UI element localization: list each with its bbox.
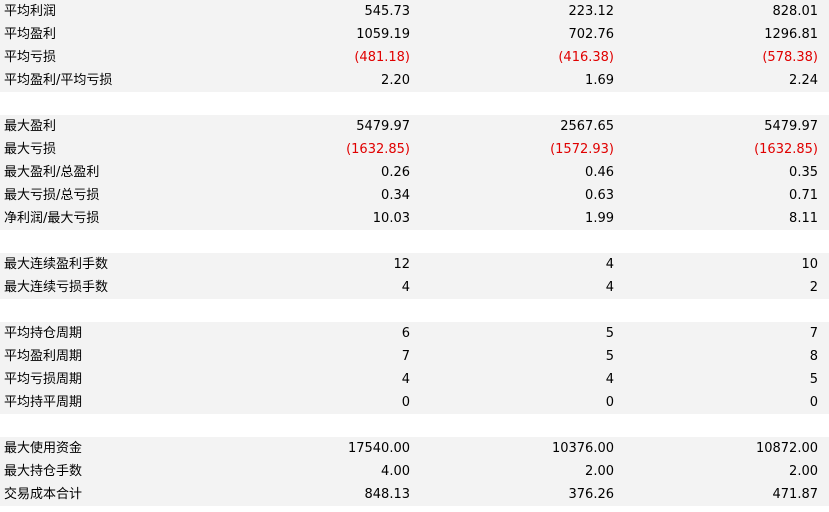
row-label: 平均亏损周期 bbox=[4, 372, 83, 387]
row-label: 交易成本合计 bbox=[4, 487, 83, 502]
table-row: 平均盈利 1059.19 702.76 1296.81 bbox=[0, 23, 829, 46]
group-separator bbox=[0, 230, 829, 253]
row-label: 最大亏损 bbox=[4, 142, 57, 157]
value-cell: 0.71 bbox=[789, 188, 818, 203]
negative-value-cell: (578.38) bbox=[762, 50, 818, 65]
value-cell: 2.00 bbox=[585, 464, 614, 479]
group-separator bbox=[0, 299, 829, 322]
value-cell: 10.03 bbox=[372, 211, 410, 226]
value-cell: 1.99 bbox=[585, 211, 614, 226]
row-label: 平均亏损 bbox=[4, 50, 57, 65]
value-cell: 5 bbox=[605, 349, 614, 364]
table-row: 平均持平周期 0 0 0 bbox=[0, 391, 829, 414]
table-row: 平均持仓周期 6 5 7 bbox=[0, 322, 829, 345]
value-cell: 0 bbox=[605, 395, 614, 410]
row-label: 平均持平周期 bbox=[4, 395, 83, 410]
table-row: 平均亏损 (481.18) (416.38) (578.38) bbox=[0, 46, 829, 69]
table-row: 最大使用资金 17540.00 10376.00 10872.00 bbox=[0, 437, 829, 460]
value-cell: 10376.00 bbox=[551, 441, 614, 456]
value-cell: 0.46 bbox=[585, 165, 614, 180]
row-label: 最大盈利 bbox=[4, 119, 57, 134]
value-cell: 4 bbox=[605, 372, 614, 387]
value-cell: 5 bbox=[809, 372, 818, 387]
value-cell: 12 bbox=[393, 257, 410, 272]
table-row: 净利润/最大亏损 10.03 1.99 8.11 bbox=[0, 207, 829, 230]
value-cell: 7 bbox=[809, 326, 818, 341]
value-cell: 828.01 bbox=[772, 4, 819, 19]
value-cell: 5479.97 bbox=[356, 119, 410, 134]
value-cell: 471.87 bbox=[772, 487, 819, 502]
value-cell: 8 bbox=[809, 349, 818, 364]
value-cell: 7 bbox=[401, 349, 410, 364]
negative-value-cell: (416.38) bbox=[558, 50, 614, 65]
value-cell: 1059.19 bbox=[356, 27, 410, 42]
value-cell: 4.00 bbox=[381, 464, 410, 479]
negative-value-cell: (1572.93) bbox=[550, 142, 614, 157]
table-row: 最大连续盈利手数 12 4 10 bbox=[0, 253, 829, 276]
row-label: 平均盈利周期 bbox=[4, 349, 83, 364]
negative-value-cell: (1632.85) bbox=[754, 142, 818, 157]
table-row: 最大盈利 5479.97 2567.65 5479.97 bbox=[0, 115, 829, 138]
value-cell: 2.24 bbox=[789, 73, 818, 88]
negative-value-cell: (1632.85) bbox=[346, 142, 410, 157]
value-cell: 4 bbox=[605, 280, 614, 295]
value-cell: 1296.81 bbox=[764, 27, 818, 42]
table-row: 最大持仓手数 4.00 2.00 2.00 bbox=[0, 460, 829, 483]
group-separator bbox=[0, 92, 829, 115]
row-label: 平均利润 bbox=[4, 4, 57, 19]
value-cell: 223.12 bbox=[568, 4, 615, 19]
value-cell: 6 bbox=[401, 326, 410, 341]
value-cell: 10 bbox=[801, 257, 818, 272]
value-cell: 0 bbox=[401, 395, 410, 410]
value-cell: 17540.00 bbox=[347, 441, 410, 456]
table-row: 最大亏损 (1632.85) (1572.93) (1632.85) bbox=[0, 138, 829, 161]
table-row: 平均亏损周期 4 4 5 bbox=[0, 368, 829, 391]
row-label: 平均盈利/平均亏损 bbox=[4, 73, 113, 88]
value-cell: 2567.65 bbox=[560, 119, 614, 134]
row-label: 最大连续盈利手数 bbox=[4, 257, 109, 272]
table-row: 交易成本合计 848.13 376.26 471.87 bbox=[0, 483, 829, 506]
row-label: 平均盈利 bbox=[4, 27, 57, 42]
value-cell: 0 bbox=[809, 395, 818, 410]
row-label: 最大亏损/总亏损 bbox=[4, 188, 100, 203]
group-separator bbox=[0, 414, 829, 437]
value-cell: 0.34 bbox=[381, 188, 410, 203]
table-row: 最大亏损/总亏损 0.34 0.63 0.71 bbox=[0, 184, 829, 207]
negative-value-cell: (481.18) bbox=[354, 50, 410, 65]
row-label: 最大盈利/总盈利 bbox=[4, 165, 100, 180]
value-cell: 2.20 bbox=[381, 73, 410, 88]
value-cell: 0.35 bbox=[789, 165, 818, 180]
value-cell: 376.26 bbox=[568, 487, 615, 502]
value-cell: 8.11 bbox=[789, 211, 818, 226]
value-cell: 0.26 bbox=[381, 165, 410, 180]
value-cell: 545.73 bbox=[364, 4, 411, 19]
value-cell: 4 bbox=[605, 257, 614, 272]
value-cell: 10872.00 bbox=[755, 441, 818, 456]
value-cell: 848.13 bbox=[364, 487, 411, 502]
value-cell: 0.63 bbox=[585, 188, 614, 203]
row-label: 净利润/最大亏损 bbox=[4, 211, 100, 226]
row-label: 最大持仓手数 bbox=[4, 464, 83, 479]
row-label: 平均持仓周期 bbox=[4, 326, 83, 341]
value-cell: 1.69 bbox=[585, 73, 614, 88]
table-row: 平均盈利/平均亏损 2.20 1.69 2.24 bbox=[0, 69, 829, 92]
value-cell: 2.00 bbox=[789, 464, 818, 479]
table-row: 平均利润 545.73 223.12 828.01 bbox=[0, 0, 829, 23]
value-cell: 4 bbox=[401, 372, 410, 387]
value-cell: 5479.97 bbox=[764, 119, 818, 134]
value-cell: 5 bbox=[605, 326, 614, 341]
row-label: 最大使用资金 bbox=[4, 441, 83, 456]
table-row: 最大连续亏损手数 4 4 2 bbox=[0, 276, 829, 299]
value-cell: 4 bbox=[401, 280, 410, 295]
table-row: 平均盈利周期 7 5 8 bbox=[0, 345, 829, 368]
table-row: 最大盈利/总盈利 0.26 0.46 0.35 bbox=[0, 161, 829, 184]
value-cell: 702.76 bbox=[568, 27, 615, 42]
row-label: 最大连续亏损手数 bbox=[4, 280, 109, 295]
value-cell: 2 bbox=[809, 280, 818, 295]
